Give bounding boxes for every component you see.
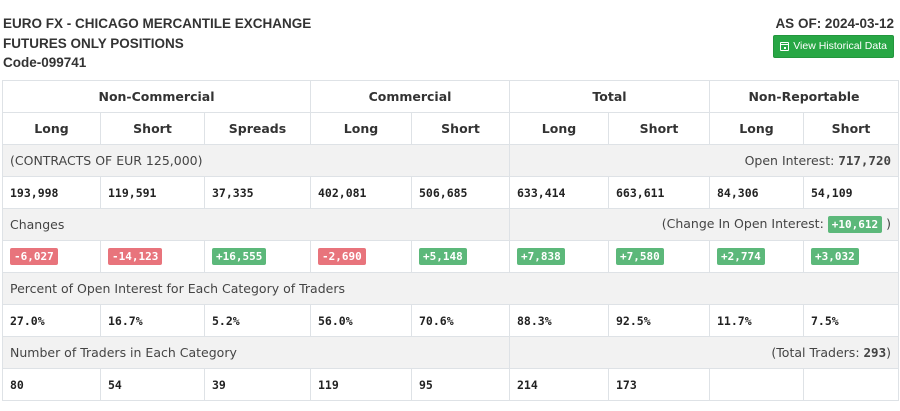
table-cell: 7.5% (803, 304, 899, 337)
table-cell: 70.6% (411, 304, 510, 337)
table-cell: 506,685 (411, 176, 510, 209)
table-cell: 54,109 (803, 176, 899, 209)
positions-row: 193,998 119,591 37,335 402,081 506,685 6… (2, 176, 899, 209)
contracts-label: (CONTRACTS OF EUR 125,000) (2, 144, 510, 177)
col-header: Short (608, 112, 710, 145)
table-cell: 663,611 (608, 176, 710, 209)
total-traders-value: 293 (863, 345, 887, 360)
col-header: Short (100, 112, 205, 145)
table-cell: +3,032 (803, 240, 899, 273)
view-historical-data-button[interactable]: View Historical Data (773, 34, 894, 58)
table-cell: +7,838 (509, 240, 609, 273)
col-header: Spreads (204, 112, 311, 145)
open-interest: Open Interest: 717,720 (509, 144, 899, 177)
percent-section-row: Percent of Open Interest for Each Catego… (2, 272, 899, 305)
contract-code: Code-099741 (3, 55, 87, 70)
change-badge: +3,032 (811, 248, 859, 265)
table-cell: +5,148 (411, 240, 510, 273)
as-of-date: AS OF: 2024-03-12 (775, 16, 894, 31)
subheader-row: Long Short Spreads Long Short Long Short… (2, 112, 899, 145)
title-line-2: FUTURES ONLY POSITIONS (3, 35, 184, 51)
table-cell: -6,027 (2, 240, 101, 273)
traders-section-row: Number of Traders in Each Category (Tota… (2, 336, 899, 369)
table-cell: 11.7% (709, 304, 804, 337)
table-cell: +7,580 (608, 240, 710, 273)
table-cell (709, 368, 804, 401)
contracts-section-row: (CONTRACTS OF EUR 125,000) Open Interest… (2, 144, 899, 177)
table-cell: 56.0% (310, 304, 412, 337)
table-cell: 5.2% (204, 304, 311, 337)
col-header: Long (2, 112, 101, 145)
group-non-commercial: Non-Commercial (2, 80, 311, 113)
change-badge: +7,580 (616, 248, 664, 265)
calendar-icon (780, 41, 790, 51)
view-historical-data-label: View Historical Data (793, 40, 887, 52)
percent-label: Percent of Open Interest for Each Catego… (2, 272, 899, 305)
table-cell: 193,998 (2, 176, 101, 209)
total-traders: (Total Traders: 293) (509, 336, 899, 369)
change-badge: -2,690 (318, 248, 366, 265)
table-cell: 92.5% (608, 304, 710, 337)
title-line-1: EURO FX - CHICAGO MERCANTILE EXCHANGE (3, 16, 312, 31)
changes-row: -6,027 -14,123 +16,555 -2,690 +5,148 +7,… (2, 240, 899, 273)
table-cell: 80 (2, 368, 101, 401)
total-traders-label: (Total Traders: (771, 345, 860, 360)
open-interest-change: (Change In Open Interest: +10,612 ) (509, 208, 899, 241)
table-cell: -2,690 (310, 240, 412, 273)
table-cell: 27.0% (2, 304, 101, 337)
table-cell: 119 (310, 368, 412, 401)
col-header: Short (411, 112, 510, 145)
open-interest-value: 717,720 (838, 153, 891, 168)
report-title: EURO FX - CHICAGO MERCANTILE EXCHANGE FU… (3, 14, 311, 73)
changes-section-row: Changes (Change In Open Interest: +10,61… (2, 208, 899, 241)
oi-change-label: (Change In Open Interest: (661, 216, 824, 231)
change-badge: +2,774 (717, 248, 765, 265)
table-cell: 84,306 (709, 176, 804, 209)
table-cell: 119,591 (100, 176, 205, 209)
table-cell: -14,123 (100, 240, 205, 273)
table-cell: 214 (509, 368, 609, 401)
table-cell: +2,774 (709, 240, 804, 273)
group-commercial: Commercial (310, 80, 510, 113)
table-cell: 95 (411, 368, 510, 401)
oi-change-close: ) (886, 216, 891, 231)
change-badge: +16,555 (212, 248, 267, 265)
table-cell: 402,081 (310, 176, 412, 209)
change-badge: -6,027 (10, 248, 58, 265)
oi-change-badge: +10,612 (827, 216, 883, 233)
table-cell: 39 (204, 368, 311, 401)
table-cell: 633,414 (509, 176, 609, 209)
col-header: Long (509, 112, 609, 145)
table-cell: 54 (100, 368, 205, 401)
table-cell: 88.3% (509, 304, 609, 337)
col-header: Long (709, 112, 804, 145)
open-interest-label: Open Interest: (744, 153, 835, 168)
percent-row: 27.0% 16.7% 5.2% 56.0% 70.6% 88.3% 92.5%… (2, 304, 899, 337)
table-cell: +16,555 (204, 240, 311, 273)
col-header: Short (803, 112, 899, 145)
change-badge: +7,838 (517, 248, 565, 265)
group-total: Total (509, 80, 710, 113)
table-cell: 173 (608, 368, 710, 401)
report-meta: AS OF: 2024-03-12 View Historical Data (773, 14, 894, 58)
group-non-reportable: Non-Reportable (709, 80, 899, 113)
change-badge: -14,123 (108, 248, 163, 265)
traders-row: 80 54 39 119 95 214 173 (2, 368, 899, 401)
group-header-row: Non-Commercial Commercial Total Non-Repo… (2, 80, 899, 113)
table-cell (803, 368, 899, 401)
cot-positions-table: Non-Commercial Commercial Total Non-Repo… (2, 80, 899, 401)
table-cell: 16.7% (100, 304, 205, 337)
traders-label: Number of Traders in Each Category (2, 336, 510, 369)
change-badge: +5,148 (419, 248, 467, 265)
changes-label: Changes (2, 208, 510, 241)
col-header: Long (310, 112, 412, 145)
total-traders-close: ) (886, 345, 891, 360)
table-cell: 37,335 (204, 176, 311, 209)
